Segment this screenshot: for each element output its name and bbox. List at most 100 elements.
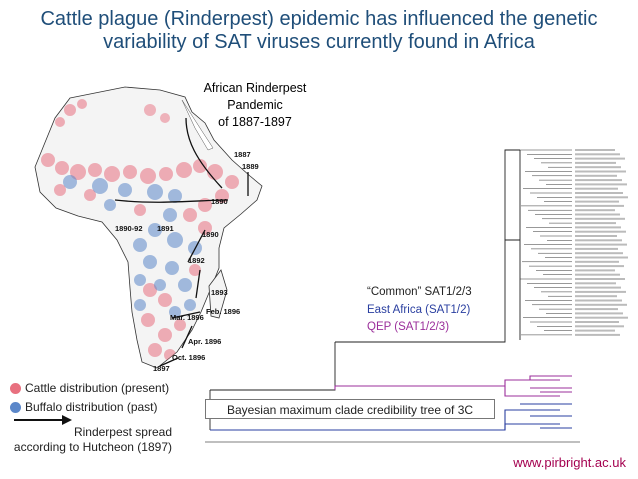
clade-common-label: “Common” SAT1/2/3 [367, 286, 472, 298]
arrow-oct1896 [159, 357, 179, 367]
arrow-1893 [195, 269, 201, 299]
year-label: Feb. 1896 [206, 307, 241, 316]
red-sea [181, 99, 214, 151]
buffalo-dot [184, 299, 196, 311]
tree-leaf-label [575, 243, 627, 246]
legend-arrow-icon [14, 415, 72, 425]
buffalo-dot [63, 175, 77, 189]
cattle-dot [193, 159, 207, 173]
title-line-2: variability of SAT viruses currently fou… [103, 31, 535, 53]
cattle-dot [174, 319, 186, 331]
tree-branch [335, 239, 520, 343]
tree-leaf-label [575, 196, 628, 199]
buffalo-dot [147, 184, 163, 200]
buffalo-dot [163, 208, 177, 222]
tree-leaf-label [575, 153, 620, 156]
cattle-dot [160, 113, 170, 123]
cattle-dot [134, 204, 146, 216]
tree-leaf-label [575, 170, 626, 173]
tree-leaf-label [575, 187, 618, 190]
tree-leaf-label [575, 316, 628, 319]
buffalo-dot [134, 274, 146, 286]
buffalo-swatch-icon [10, 401, 21, 413]
tree-leaf-label [575, 235, 617, 237]
legend-spread-line-1: Rinderpest spread [73, 425, 172, 439]
year-label: 1892 [188, 256, 205, 265]
website-url[interactable]: www.pirbright.ac.uk [513, 455, 626, 470]
cattle-dot [140, 168, 156, 184]
east-africa-clade [210, 403, 572, 431]
tree-leaf-label [575, 325, 624, 328]
tree-leaf-label [575, 273, 620, 276]
buffalo-dot [133, 238, 147, 252]
year-label: Oct. 1896 [172, 353, 206, 362]
distribution-dots [41, 99, 239, 361]
arrow-1887 [185, 117, 223, 189]
buffalo-dot [92, 178, 108, 194]
tree-leaf-label [575, 183, 627, 186]
cattle-dot [158, 293, 172, 307]
cattle-dot [88, 163, 102, 177]
legend-spread-line-2: according to Hutcheon (1897) [13, 440, 172, 454]
tree-leaf-label [575, 312, 623, 315]
tree-leaf-label [575, 299, 622, 302]
tree-branch [504, 149, 520, 240]
madagascar-outline [208, 269, 228, 319]
arrow-feb1896 [171, 311, 201, 319]
year-label: 1890-92 [115, 224, 143, 233]
cattle-dot [158, 328, 172, 342]
cattle-dot [141, 313, 155, 327]
cattle-dot [84, 189, 96, 201]
cattle-dot [148, 343, 162, 357]
year-label: Mar. 1896 [170, 313, 204, 322]
cattle-dot [55, 117, 65, 127]
cattle-dot [225, 175, 239, 189]
cattle-dot [189, 264, 201, 276]
arrow-apr1896 [181, 325, 193, 349]
tree-leaf-label [575, 239, 622, 242]
pandemic-line-2: Pandemic [227, 98, 283, 112]
legend-spread: Rinderpest spread according to Hutcheon … [10, 425, 172, 455]
cattle-dot [123, 165, 137, 179]
qep-branch [334, 379, 560, 390]
tree-leaf-label [575, 286, 621, 289]
clade-qep-label: QEP (SAT1/2/3) [367, 321, 450, 333]
cattle-dot [104, 166, 120, 182]
pandemic-line-1: African Rinderpest [203, 81, 307, 95]
year-label: 1891 [157, 224, 174, 233]
buffalo-dot [148, 223, 162, 237]
cattle-dot [198, 221, 212, 235]
buffalo-dot [168, 189, 182, 203]
tree-leaf-label [575, 282, 616, 285]
tree-leaf-label [575, 256, 628, 259]
legend-buffalo: Buffalo distribution (past) [10, 400, 158, 414]
tree-leaf-label [575, 157, 625, 160]
east-africa-branch [504, 423, 560, 430]
year-label: 1887 [234, 150, 251, 159]
tree-leaf-label [575, 290, 626, 293]
clade-east-africa-label: East Africa (SAT1/2) [367, 304, 471, 316]
tree-leaf-label [575, 329, 615, 332]
arrow-west [114, 199, 229, 203]
tree-leaf-label [575, 209, 615, 212]
buffalo-dot [167, 232, 183, 248]
arrow-1892 [187, 229, 206, 263]
tree-leaf-label [575, 204, 624, 207]
tree-leaf-label [575, 200, 619, 203]
pandemic-label: African Rinderpest Pandemic of 1887-1897 [190, 80, 320, 131]
legend-cattle: Cattle distribution (present) [10, 381, 169, 395]
year-label: 1890 [202, 230, 219, 239]
cattle-dot [54, 184, 66, 196]
tree-leaf-label [575, 247, 618, 250]
tree-leaf-label [575, 333, 620, 336]
buffalo-dot [165, 261, 179, 275]
tree-leaf-label [575, 260, 619, 263]
qep-branch [529, 375, 572, 380]
cattle-swatch-icon [10, 382, 21, 394]
cattle-dot [77, 99, 87, 109]
title-line-1: Cattle plague (Rinderpest) epidemic has … [40, 8, 598, 30]
tree-branch [210, 342, 336, 391]
cattle-dot [159, 167, 173, 181]
tree-leaf-label [575, 295, 617, 298]
tree-leaf-label [575, 192, 623, 194]
